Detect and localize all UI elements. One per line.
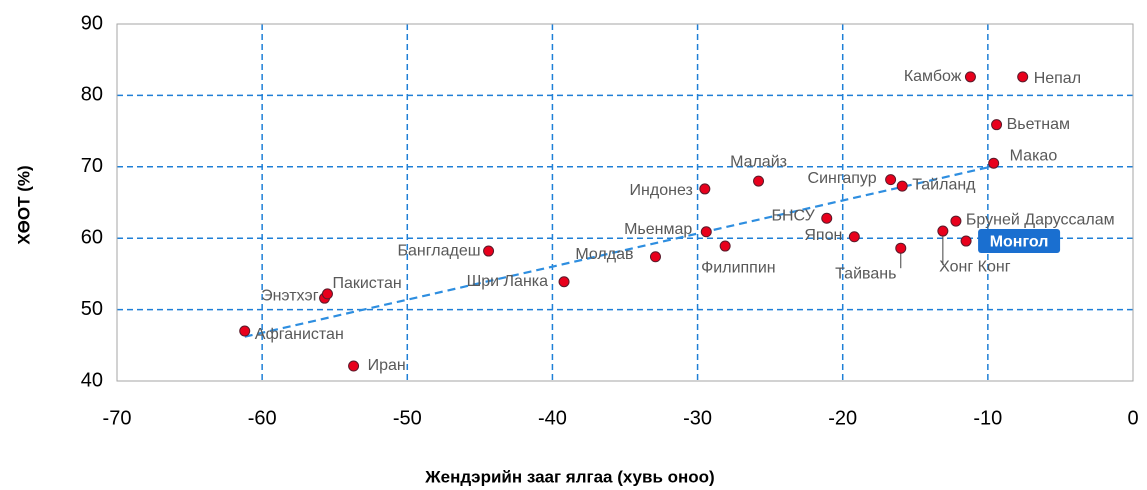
- point: [937, 225, 949, 237]
- point: [649, 251, 661, 263]
- point-label: БНСУ: [771, 207, 815, 224]
- x-tick-label: -50: [393, 407, 422, 429]
- point: [483, 245, 495, 257]
- point: [895, 242, 907, 254]
- point-label: Макао: [1010, 147, 1058, 164]
- point: [719, 240, 731, 252]
- point: [960, 235, 972, 247]
- point-label: Непал: [1034, 70, 1081, 87]
- point: [964, 71, 976, 83]
- point: [950, 215, 962, 227]
- point: [1017, 71, 1029, 83]
- point: [700, 226, 712, 238]
- point-label: Камбож: [904, 68, 962, 85]
- point: [896, 180, 908, 192]
- point: [988, 157, 1000, 169]
- point-label: Тайвань: [835, 265, 896, 282]
- plot-border: [116, 23, 1134, 382]
- point-label: Афганистан: [255, 326, 344, 343]
- point-label: Филиппин: [701, 259, 775, 276]
- point-label: Вьетнам: [1007, 116, 1070, 133]
- point: [239, 325, 251, 337]
- point: [885, 174, 897, 186]
- point-label: Индонез: [630, 182, 693, 199]
- point: [348, 360, 360, 372]
- point-label: Иран: [368, 357, 406, 374]
- point-label: Пакистан: [332, 275, 401, 292]
- point: [821, 212, 833, 224]
- point: [753, 175, 765, 187]
- point: [848, 231, 860, 243]
- point: [321, 288, 333, 300]
- point: [991, 119, 1003, 131]
- point-label: Молдав: [575, 246, 633, 263]
- x-tick-label: -60: [248, 407, 277, 429]
- point-label: Энэтхэг: [261, 287, 319, 304]
- point: [558, 276, 570, 288]
- y-tick-label: 50: [81, 298, 103, 320]
- x-tick-label: -40: [538, 407, 567, 429]
- y-tick-label: 40: [81, 369, 103, 391]
- point-label: Бангладеш: [398, 242, 481, 259]
- point-label: Монгол: [990, 233, 1049, 250]
- x-tick-label: -20: [828, 407, 857, 429]
- x-axis-title: Жендэрийн зааг ялгаа (хувь оноо): [424, 467, 714, 486]
- trendline: [244, 165, 994, 338]
- y-tick-label: 70: [81, 155, 103, 177]
- x-tick-label: -70: [103, 407, 132, 429]
- point-label: Япон: [804, 227, 842, 244]
- y-tick-label: 60: [81, 226, 103, 248]
- point: [699, 183, 711, 195]
- x-tick-label: -10: [973, 407, 1002, 429]
- point-label: Тайланд: [912, 176, 976, 193]
- x-tick-label: 0: [1127, 407, 1138, 429]
- highlight-box: [978, 229, 1061, 254]
- y-axis-title: ХӨОТ (%): [14, 165, 33, 244]
- point-label: Малайз: [730, 153, 787, 170]
- point-label: Шри Ланка: [467, 273, 549, 290]
- point-label: Сингапур: [808, 170, 877, 187]
- x-tick-label: -30: [683, 407, 712, 429]
- point-label: Мьенмар: [624, 221, 692, 238]
- y-tick-label: 80: [81, 84, 103, 106]
- y-tick-label: 90: [81, 12, 103, 34]
- point-label: Хонг Конг: [939, 258, 1011, 275]
- point-label: Бруней Даруссалам: [966, 211, 1115, 228]
